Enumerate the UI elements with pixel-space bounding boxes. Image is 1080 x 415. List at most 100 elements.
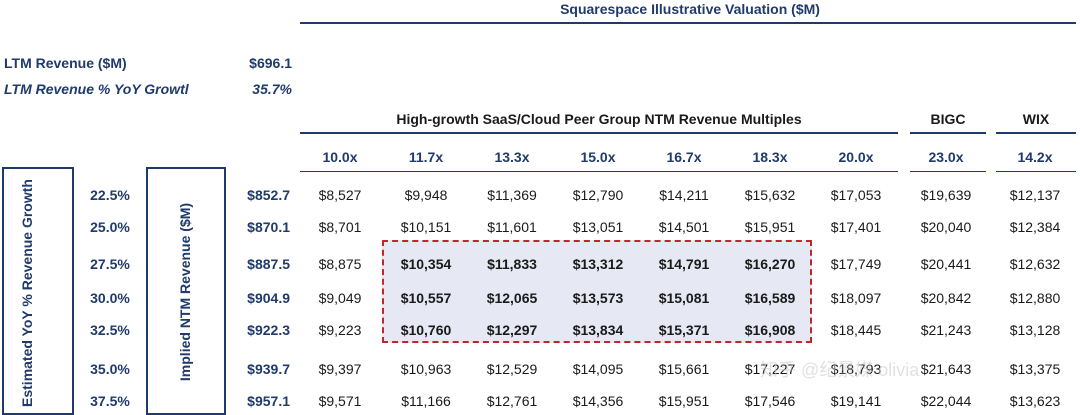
value-cell: $9,223 xyxy=(318,322,362,338)
multiple-header: 11.7x xyxy=(408,149,444,165)
value-cell: $14,356 xyxy=(572,393,624,409)
peer-group-rule xyxy=(300,132,898,134)
bigc-multiple-rule xyxy=(910,171,986,172)
value-cell-highlighted: $11,833 xyxy=(487,256,537,272)
title-divider xyxy=(300,22,1076,24)
value-cell: $12,632 xyxy=(1009,256,1061,272)
bigc-header: BIGC xyxy=(930,111,966,127)
implied-label-box xyxy=(146,167,226,415)
value-cell: $12,384 xyxy=(1009,219,1061,235)
value-cell: $15,661 xyxy=(658,361,710,377)
value-cell: $8,527 xyxy=(318,187,362,203)
value-cell: $17,401 xyxy=(830,219,882,235)
multiple-header: 14.2x xyxy=(1017,149,1053,165)
growth-rate: 37.5% xyxy=(90,393,130,409)
implied-revenue: $939.7 xyxy=(247,361,290,377)
value-cell: $20,842 xyxy=(920,290,972,306)
value-cell: $14,211 xyxy=(659,187,709,203)
value-cell: $10,963 xyxy=(400,361,452,377)
highlight-box xyxy=(382,240,812,343)
bigc-rule xyxy=(910,132,986,134)
value-cell-highlighted: $12,297 xyxy=(486,322,538,338)
growth-axis-label: Estimated YoY % Revenue Growth xyxy=(19,179,35,407)
implied-revenue: $887.5 xyxy=(247,256,290,272)
value-cell: $20,441 xyxy=(920,256,972,272)
value-cell: $15,951 xyxy=(744,219,796,235)
value-cell: $12,529 xyxy=(486,361,538,377)
implied-revenue: $922.3 xyxy=(247,322,290,338)
value-cell: $13,051 xyxy=(572,219,624,235)
growth-rate: 22.5% xyxy=(90,187,130,203)
value-cell: $9,397 xyxy=(318,361,362,377)
growth-rate: 30.0% xyxy=(90,290,130,306)
value-cell: $21,243 xyxy=(920,322,972,338)
multiple-header: 15.0x xyxy=(580,149,616,165)
wix-multiple-rule xyxy=(996,171,1076,172)
value-cell: $13,375 xyxy=(1009,361,1061,377)
value-cell: $18,445 xyxy=(830,322,882,338)
growth-label-box xyxy=(2,167,74,415)
implied-revenue: $852.7 xyxy=(247,187,290,203)
value-cell: $22,044 xyxy=(920,393,972,409)
value-cell: $14,501 xyxy=(658,219,710,235)
ltm-growth-label: LTM Revenue % YoY Growtl xyxy=(4,81,189,97)
value-cell-highlighted: $13,834 xyxy=(572,322,624,338)
multiple-header: 20.0x xyxy=(838,149,874,165)
value-cell-highlighted: $15,371 xyxy=(658,322,710,338)
multiples-rule xyxy=(300,171,898,172)
implied-axis-label: Implied NTM Revenue ($M) xyxy=(177,202,193,382)
value-cell: $18,097 xyxy=(830,290,882,306)
value-cell: $19,639 xyxy=(920,187,972,203)
implied-revenue: $870.1 xyxy=(247,219,290,235)
value-cell-highlighted: $10,557 xyxy=(400,290,452,306)
value-cell: $12,761 xyxy=(486,393,538,409)
wix-header: WIX xyxy=(1022,111,1050,127)
value-cell: $17,749 xyxy=(830,256,882,272)
multiple-header: 16.7x xyxy=(666,149,702,165)
value-cell: $21,643 xyxy=(920,361,972,377)
value-cell: $13,623 xyxy=(1009,393,1061,409)
value-cell: $11,369 xyxy=(487,187,537,203)
value-cell-highlighted: $15,081 xyxy=(658,290,710,306)
ltm-revenue-label: LTM Revenue ($M) xyxy=(4,55,127,71)
growth-rate: 25.0% xyxy=(90,219,130,235)
value-cell: $17,227 xyxy=(744,361,796,377)
ltm-revenue-value: $696.1 xyxy=(249,55,292,71)
value-cell-highlighted: $16,589 xyxy=(744,290,796,306)
value-cell: $18,793 xyxy=(830,361,882,377)
value-cell-highlighted: $13,573 xyxy=(572,290,624,306)
value-cell: $14,095 xyxy=(572,361,624,377)
value-cell: $12,137 xyxy=(1009,187,1061,203)
value-cell: $9,571 xyxy=(318,393,362,409)
value-cell: $9,948 xyxy=(404,187,448,203)
value-cell: $12,880 xyxy=(1009,290,1061,306)
value-cell: $10,151 xyxy=(400,219,452,235)
value-cell-highlighted: $16,270 xyxy=(744,256,796,272)
multiple-header: 23.0x xyxy=(928,149,964,165)
value-cell: $8,701 xyxy=(318,219,362,235)
value-cell-highlighted: $13,312 xyxy=(572,256,624,272)
growth-rate: 35.0% xyxy=(90,361,130,377)
value-cell: $12,790 xyxy=(572,187,624,203)
value-cell: $17,053 xyxy=(830,187,882,203)
growth-rate: 27.5% xyxy=(90,256,130,272)
ltm-growth-value: 35.7% xyxy=(252,81,292,97)
value-cell: $11,166 xyxy=(401,393,451,409)
growth-rate: 32.5% xyxy=(90,322,130,338)
value-cell: $15,951 xyxy=(658,393,710,409)
watermark: 知乎 @纪景媒 olivia xyxy=(760,360,920,380)
value-cell: $13,128 xyxy=(1009,322,1061,338)
peer-group-header: High-growth SaaS/Cloud Peer Group NTM Re… xyxy=(396,111,802,127)
value-cell-highlighted: $16,908 xyxy=(744,322,796,338)
implied-revenue: $957.1 xyxy=(247,393,290,409)
value-cell: $11,601 xyxy=(487,219,537,235)
value-cell: $8,875 xyxy=(318,256,362,272)
implied-revenue: $904.9 xyxy=(247,290,290,306)
value-cell-highlighted: $10,354 xyxy=(400,256,452,272)
multiple-header: 18.3x xyxy=(752,149,788,165)
value-cell: $17,546 xyxy=(744,393,796,409)
value-cell: $15,632 xyxy=(744,187,796,203)
value-cell: $9,049 xyxy=(318,290,362,306)
value-cell: $20,040 xyxy=(920,219,972,235)
wix-rule xyxy=(996,132,1076,134)
